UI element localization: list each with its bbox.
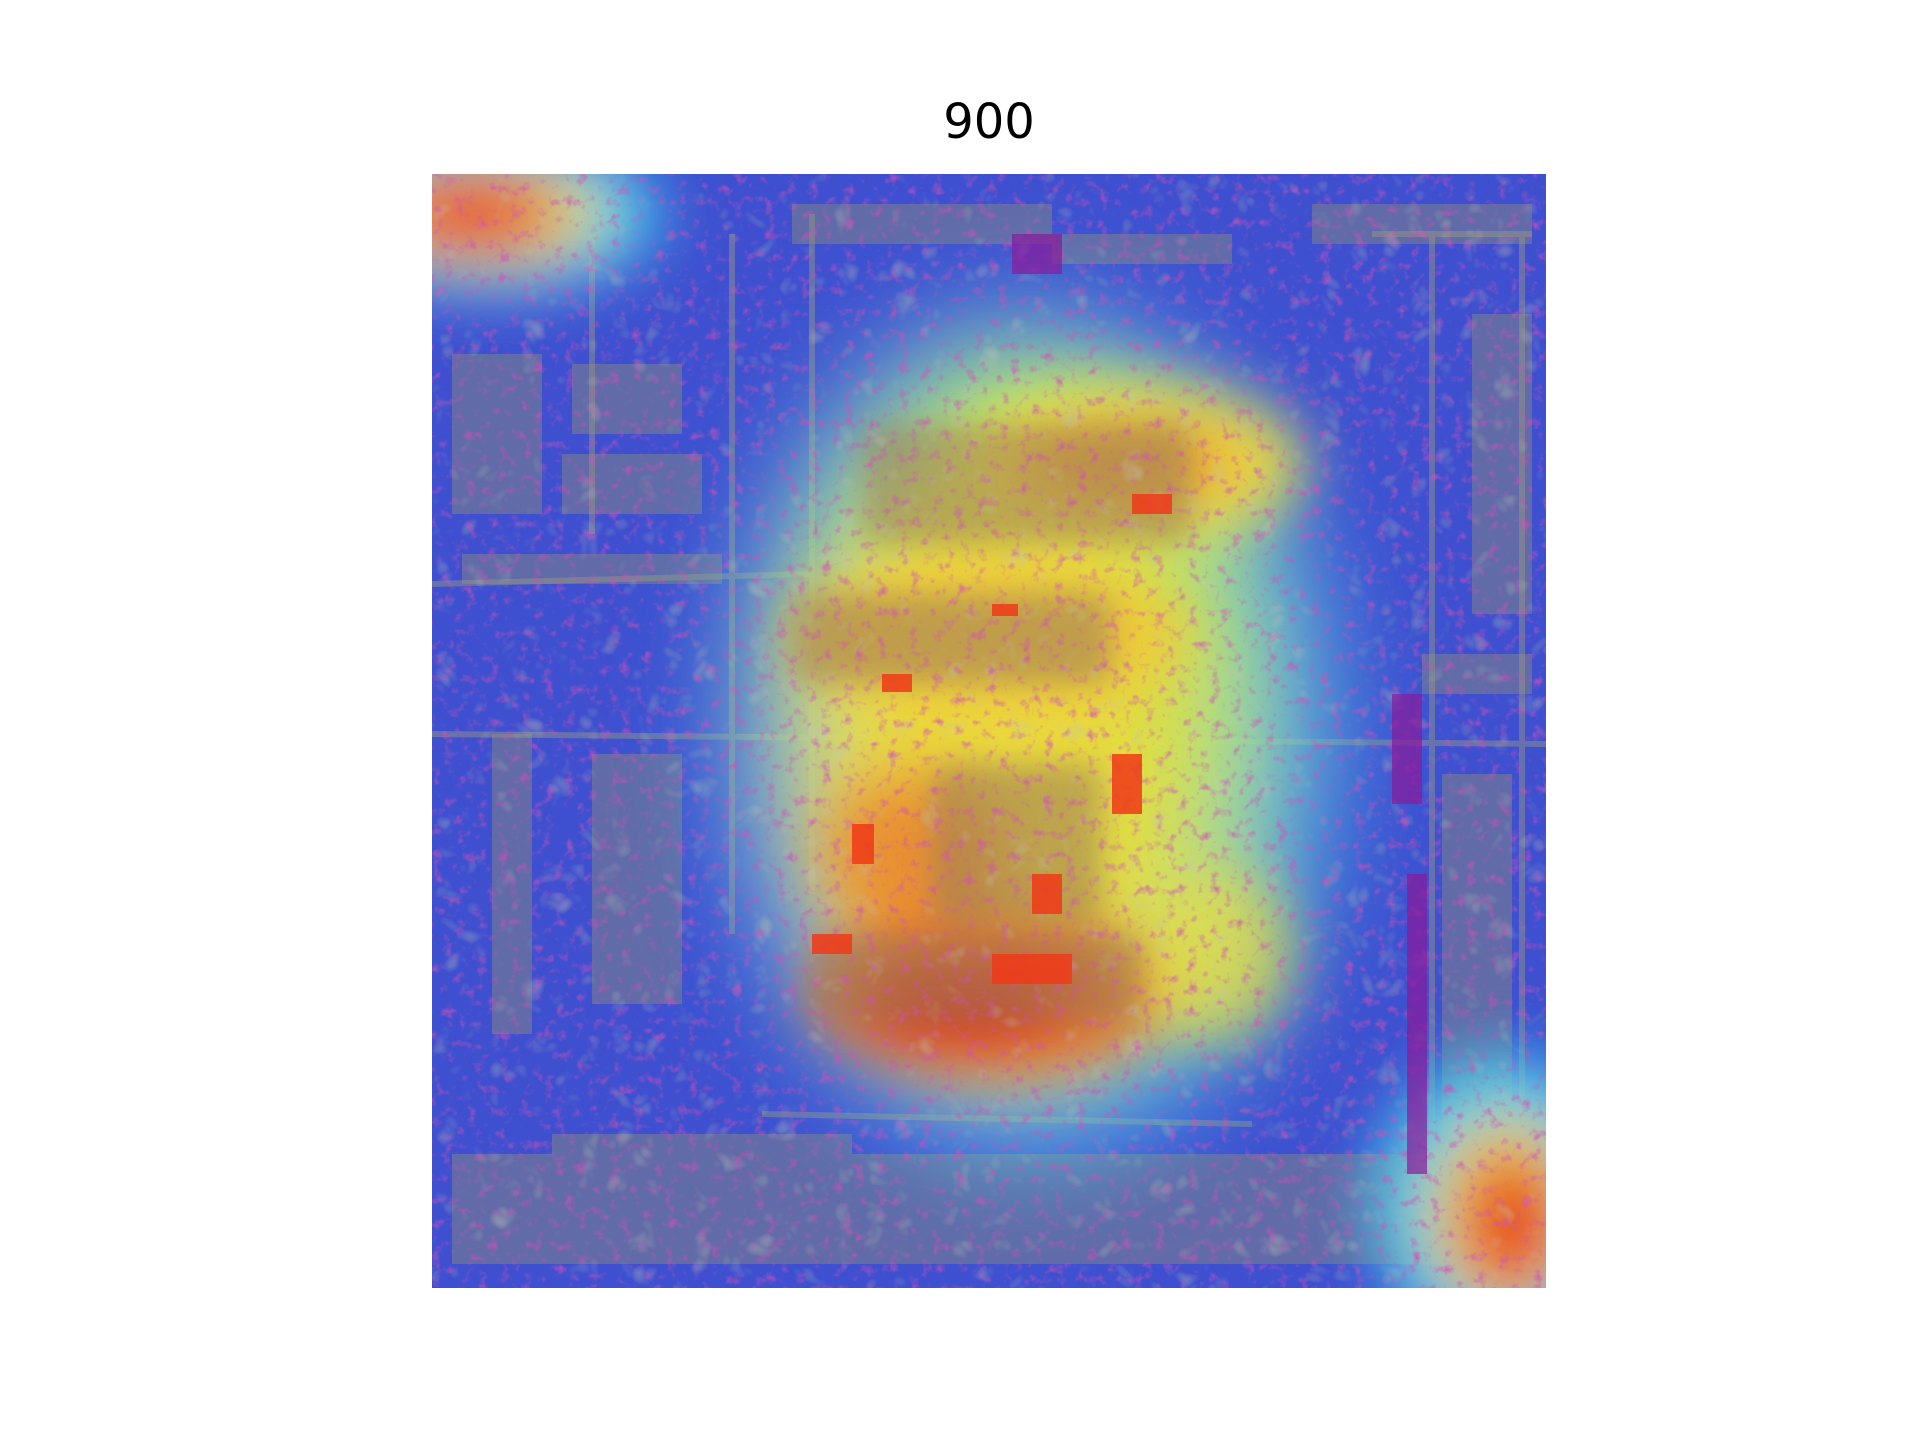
- heatmap-svg: [432, 174, 1546, 1288]
- heatmap-overlay-image: [432, 174, 1546, 1288]
- figure-title: 900: [943, 94, 1035, 150]
